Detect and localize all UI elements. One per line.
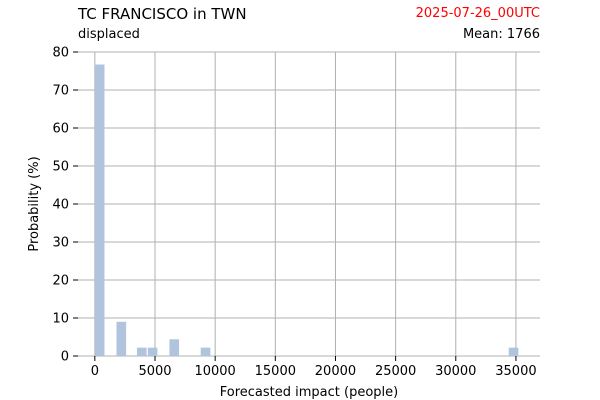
mean-label: Mean: 1766: [462, 27, 540, 42]
y-tick-label: 50: [52, 160, 69, 175]
chart-title: TC FRANCISCO in TWN: [78, 5, 247, 23]
y-tick-label: 70: [52, 84, 69, 99]
y-tick-label: 80: [52, 46, 69, 61]
y-tick-label: 40: [52, 198, 69, 213]
forecast-date: 2025-07-26_00UTC: [415, 6, 540, 21]
x-tick-label: 15000: [255, 364, 296, 379]
x-tick-label: 5000: [138, 364, 171, 379]
histogram-bar: [200, 347, 211, 356]
x-tick-label: 20000: [315, 364, 356, 379]
histogram-bar: [94, 64, 105, 356]
x-tick-label: 35000: [495, 364, 536, 379]
y-tick-label: 60: [52, 122, 69, 137]
y-tick-label: 10: [52, 312, 69, 327]
y-tick-label: 20: [52, 274, 69, 289]
histogram-bar: [136, 347, 147, 356]
x-tick-label: 10000: [194, 364, 235, 379]
x-tick-label: 30000: [435, 364, 476, 379]
histogram-bar: [508, 347, 519, 356]
x-tick-label: 25000: [375, 364, 416, 379]
histogram-bar: [147, 347, 158, 356]
x-axis-label: Forecasted impact (people): [220, 385, 398, 400]
chart-subtitle: displaced: [78, 27, 140, 42]
y-tick-label: 30: [52, 236, 69, 251]
y-axis-label: Probability (%): [27, 156, 42, 251]
histogram-bar: [116, 321, 127, 356]
y-tick-label: 0: [61, 350, 69, 365]
x-tick-label: 0: [91, 364, 99, 379]
histogram-bar: [169, 339, 180, 356]
